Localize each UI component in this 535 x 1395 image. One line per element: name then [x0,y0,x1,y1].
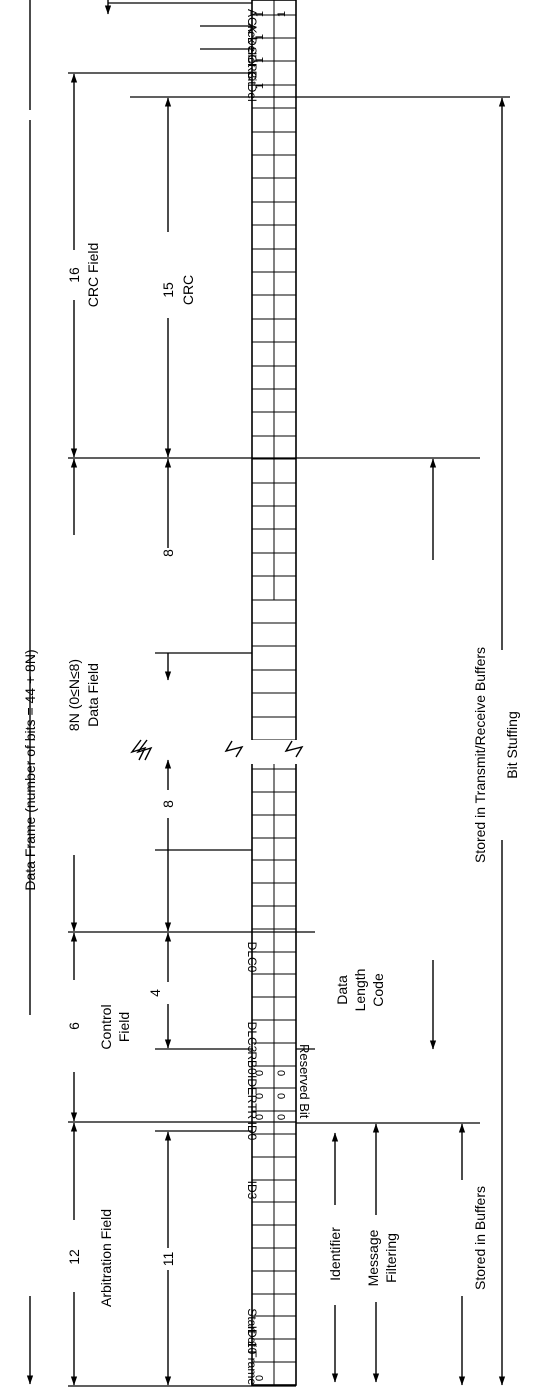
stored-in-txrx-buffers-label: Stored in Transmit/Receive Buffers [472,647,488,863]
message-filtering-line2: Filtering [383,1233,399,1283]
label-ack-del: ACK Del [245,9,259,55]
bit-strip [250,0,298,1386]
data-frame-title: Data Frame (number of bits = 44 + 8N) [22,649,38,890]
bit-value-ack-slot: 1 [254,57,266,63]
crc-field-name: CRC Field [85,243,101,308]
data-byte1-count: 8 [160,800,176,808]
reserved-bit-label: Reserved Bit [297,1044,312,1119]
bit-values: 0 0 0 0 0 0 0 1 1 1 1 1 [254,11,288,1381]
break-symbols [130,739,304,761]
label-id3: ID3 [245,1181,259,1200]
bit-value-top-2: 1 [276,11,288,17]
crc-field-count: 16 [66,267,82,283]
dimension-arrows [26,0,506,1386]
label-crc-del: CRC Del [245,54,259,101]
bit-value-ack-del: 1 [254,34,266,40]
bit-value-sof: 0 [254,1375,266,1381]
crc-name: CRC [180,275,196,305]
label-id10: ID 10 [245,1326,259,1355]
identifier-bits-count: 11 [160,1252,176,1267]
control-field-name-line2: Field [116,1012,132,1042]
label-dlc3: DLC3 [245,1022,259,1053]
reserved-bit-annotation: Reserved Bit [297,1044,312,1119]
message-filtering-line1: Message [365,1229,381,1286]
break-symbol-strip-right [284,740,304,758]
dlc-name-line3: Code [370,973,386,1007]
crc-bits-count: 15 [160,282,176,298]
control-field-name-line1: Control [98,1004,114,1049]
label-ack-slot: Ack Slot Bit [245,23,259,85]
dlc-name-line2: Length [352,969,368,1012]
bit-value-rtr-right: 0 [276,1114,288,1120]
label-dlc0: DLC0 [245,942,259,973]
dlc-name-line1: Data [334,975,350,1005]
break-symbol-field-2 [136,739,153,761]
dlc-bits-count: 4 [147,989,163,997]
arbitration-field-name: Arbitration Field [98,1209,114,1307]
stored-in-buffers-label: Stored in Buffers [472,1186,488,1290]
annotation-texts: Data Frame (number of bits = 44 + 8N) 12… [22,243,520,1307]
identifier-label: Identifier [327,1227,343,1281]
bit-dividers [252,14,296,1363]
control-count: 6 [66,1022,82,1030]
label-ide: IDE [245,1075,259,1095]
label-start-of-frame: Start of Frame [245,1308,259,1385]
break-symbol-strip-left [224,740,244,758]
data-byte2-count: 8 [160,549,176,557]
bit-value-ide-right: 0 [276,1093,288,1099]
guide-lines [68,2,510,1387]
bit-value-crc-del: 1 [254,83,266,89]
label-rb0: RB0 [245,1051,259,1075]
break-symbol-field [130,739,147,761]
data-field-count: 8N (0≤N≤8) [66,659,82,731]
bit-value-rb0-right: 0 [276,1070,288,1076]
bit-value-rb0: 0 [254,1070,266,1076]
bit-value-rtr: 0 [254,1114,266,1120]
bit-value-top-1: 1 [254,11,266,17]
label-rtr: RTR [245,1095,259,1120]
arbitration-count: 12 [66,1249,82,1265]
data-field-name: Data Field [85,663,101,727]
bit-value-ide: 0 [254,1093,266,1099]
bit-stuffing-label: Bit Stuffing [504,711,520,778]
